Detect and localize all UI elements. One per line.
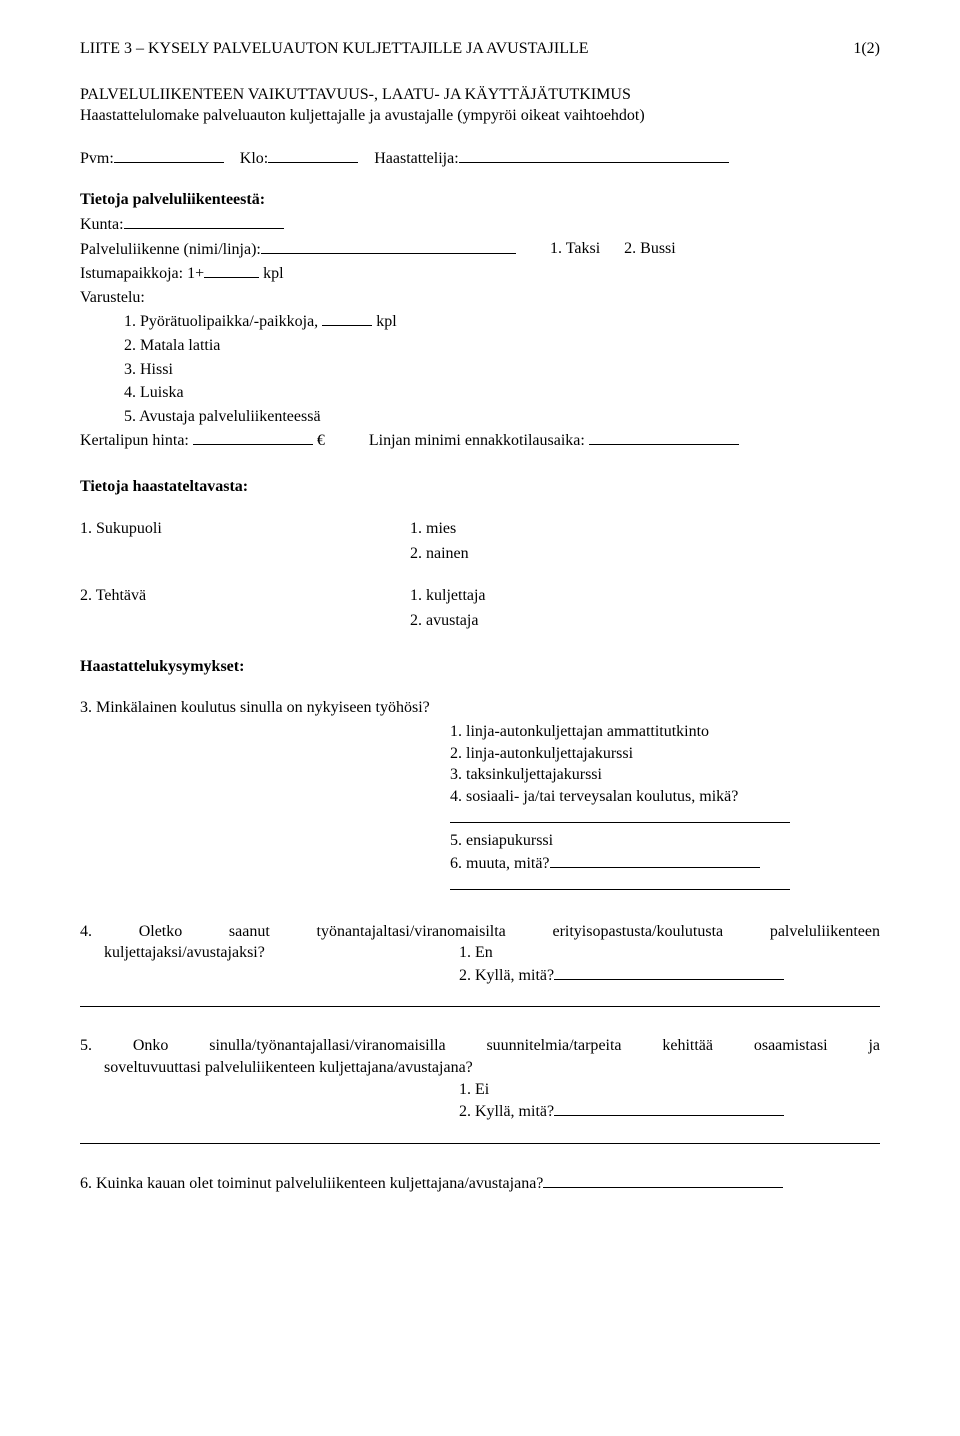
q1-label: 1. Sukupuoli	[80, 518, 410, 540]
q1-opt1[interactable]: 1. mies	[410, 518, 880, 540]
pvm-field[interactable]	[114, 147, 224, 163]
q3-options: 1. linja-autonkuljettajan ammattitutkint…	[80, 721, 880, 897]
istuma-row: Istumapaikkoja: 1+ kpl	[80, 262, 880, 285]
linja-row: Palveluliikenne (nimi/linja): 1. Taksi 2…	[80, 238, 880, 261]
q4-blank-line[interactable]	[80, 987, 880, 1008]
varustelu-item-5[interactable]: 5. Avustaja palveluliikenteessä	[124, 406, 880, 428]
haast-field[interactable]	[459, 147, 729, 163]
v1-text: 1. Pyörätuolipaikka/-paikkoja,	[124, 313, 322, 330]
kerta-euro: €	[313, 432, 325, 449]
istuma-kpl: kpl	[259, 265, 283, 282]
title-line1: PALVELULIIKENTEEN VAIKUTTAVUUS-, LAATU- …	[80, 84, 880, 106]
q3-opt6-field2[interactable]	[450, 874, 790, 890]
q3-text: 3. Minkälainen koulutus sinulla on nykyi…	[80, 697, 880, 719]
q3-opt5[interactable]: 5. ensiapukurssi	[450, 830, 880, 852]
q2-opt2[interactable]: 2. avustaja	[80, 610, 880, 632]
q2-row: 2. Tehtävä 1. kuljettaja	[80, 585, 880, 607]
varustelu-label: Varustelu:	[80, 287, 880, 309]
header-page: 1(2)	[853, 38, 880, 60]
q5-opt2[interactable]: 2. Kyllä, mitä?	[459, 1103, 554, 1120]
q3-opt4[interactable]: 4. sosiaali- ja/tai terveysalan koulutus…	[450, 786, 880, 808]
linja-opt1[interactable]: 1. Taksi	[550, 240, 600, 257]
q3-opt6-field[interactable]	[550, 852, 760, 868]
kerta-field[interactable]	[193, 429, 313, 445]
v1-kpl: kpl	[372, 313, 396, 330]
varustelu-item-4[interactable]: 4. Luiska	[124, 382, 880, 404]
q3-opt1[interactable]: 1. linja-autonkuljettajan ammattitutkint…	[450, 721, 880, 743]
section2-heading: Tietoja haastateltavasta:	[80, 476, 880, 498]
q3-opt6[interactable]: 6. muuta, mitä?	[450, 855, 550, 872]
kerta-row: Kertalipun hinta: € Linjan minimi ennakk…	[80, 429, 880, 452]
klo-field[interactable]	[268, 147, 358, 163]
q2-opt1[interactable]: 1. kuljettaja	[410, 585, 880, 607]
q6-field[interactable]	[543, 1172, 783, 1188]
kunta-row: Kunta:	[80, 213, 880, 236]
linja-opt2[interactable]: 2. Bussi	[624, 240, 676, 257]
q5-blank-line[interactable]	[80, 1123, 880, 1144]
istuma-label: Istumapaikkoja: 1+	[80, 265, 204, 282]
q5-opt2-row: 2. Kyllä, mitä?	[80, 1100, 880, 1123]
q6-text: 6. Kuinka kauan olet toiminut palvelulii…	[80, 1175, 543, 1192]
varustelu-item-3[interactable]: 3. Hissi	[124, 359, 880, 381]
linja-field[interactable]	[261, 238, 516, 254]
pvm-label: Pvm:	[80, 148, 114, 170]
title-block: PALVELULIIKENTEEN VAIKUTTAVUUS-, LAATU- …	[80, 84, 880, 127]
section1-heading: Tietoja palveluliikenteestä:	[80, 189, 880, 211]
meta-row: Pvm: Klo: Haastattelija:	[80, 147, 880, 170]
q2-label: 2. Tehtävä	[80, 585, 410, 607]
q4-opt2-field[interactable]	[554, 964, 784, 980]
q4-opt2[interactable]: 2. Kyllä, mitä?	[459, 967, 554, 984]
q4-opt2-row: 2. Kyllä, mitä?	[80, 964, 880, 987]
q4-line1: 4. Oletko saanut työnantajaltasi/viranom…	[80, 921, 880, 943]
minimi-label: Linjan minimi ennakkotilausaika:	[369, 432, 589, 449]
kerta-label: Kertalipun hinta:	[80, 432, 193, 449]
q5-line1: 5. Onko sinulla/työnantajallasi/viranoma…	[80, 1035, 880, 1057]
page-header: LIITE 3 – KYSELY PALVELUAUTON KULJETTAJI…	[80, 38, 880, 60]
q3-opt4-field[interactable]	[450, 807, 790, 823]
header-left: LIITE 3 – KYSELY PALVELUAUTON KULJETTAJI…	[80, 38, 589, 60]
haast-label: Haastattelija:	[374, 148, 458, 170]
varustelu-item-1[interactable]: 1. Pyörätuolipaikka/-paikkoja, kpl	[124, 310, 880, 333]
q4-label2: kuljettajaksi/avustajaksi?	[104, 942, 459, 964]
q4-line2: kuljettajaksi/avustajaksi? 1. En	[80, 942, 880, 964]
klo-label: Klo:	[240, 148, 268, 170]
q3-opt3[interactable]: 3. taksinkuljettajakurssi	[450, 764, 880, 786]
title-line2: Haastattelulomake palveluauton kuljettaj…	[80, 105, 880, 127]
istuma-field[interactable]	[204, 262, 259, 278]
q1-row: 1. Sukupuoli 1. mies	[80, 518, 880, 540]
v1-field[interactable]	[322, 310, 372, 326]
varustelu-list: 1. Pyörätuolipaikka/-paikkoja, kpl 2. Ma…	[80, 310, 880, 427]
q6-row: 6. Kuinka kauan olet toiminut palvelulii…	[80, 1172, 880, 1195]
q5-opt1[interactable]: 1. Ei	[80, 1079, 880, 1101]
linja-label: Palveluliikenne (nimi/linja):	[80, 241, 261, 258]
varustelu-item-2[interactable]: 2. Matala lattia	[124, 335, 880, 357]
q5-opt2-field[interactable]	[554, 1100, 784, 1116]
q3-opt6-row: 6. muuta, mitä?	[450, 852, 880, 875]
kunta-label: Kunta:	[80, 216, 124, 233]
kunta-field[interactable]	[124, 213, 284, 229]
section3-heading: Haastattelukysymykset:	[80, 656, 880, 678]
q1-opt2[interactable]: 2. nainen	[80, 543, 880, 565]
q4-opt1[interactable]: 1. En	[459, 942, 493, 964]
q5-line2: soveltuvuuttasi palveluliikenteen kuljet…	[80, 1057, 880, 1079]
q3-opt2[interactable]: 2. linja-autonkuljettajakurssi	[450, 743, 880, 765]
minimi-field[interactable]	[589, 429, 739, 445]
